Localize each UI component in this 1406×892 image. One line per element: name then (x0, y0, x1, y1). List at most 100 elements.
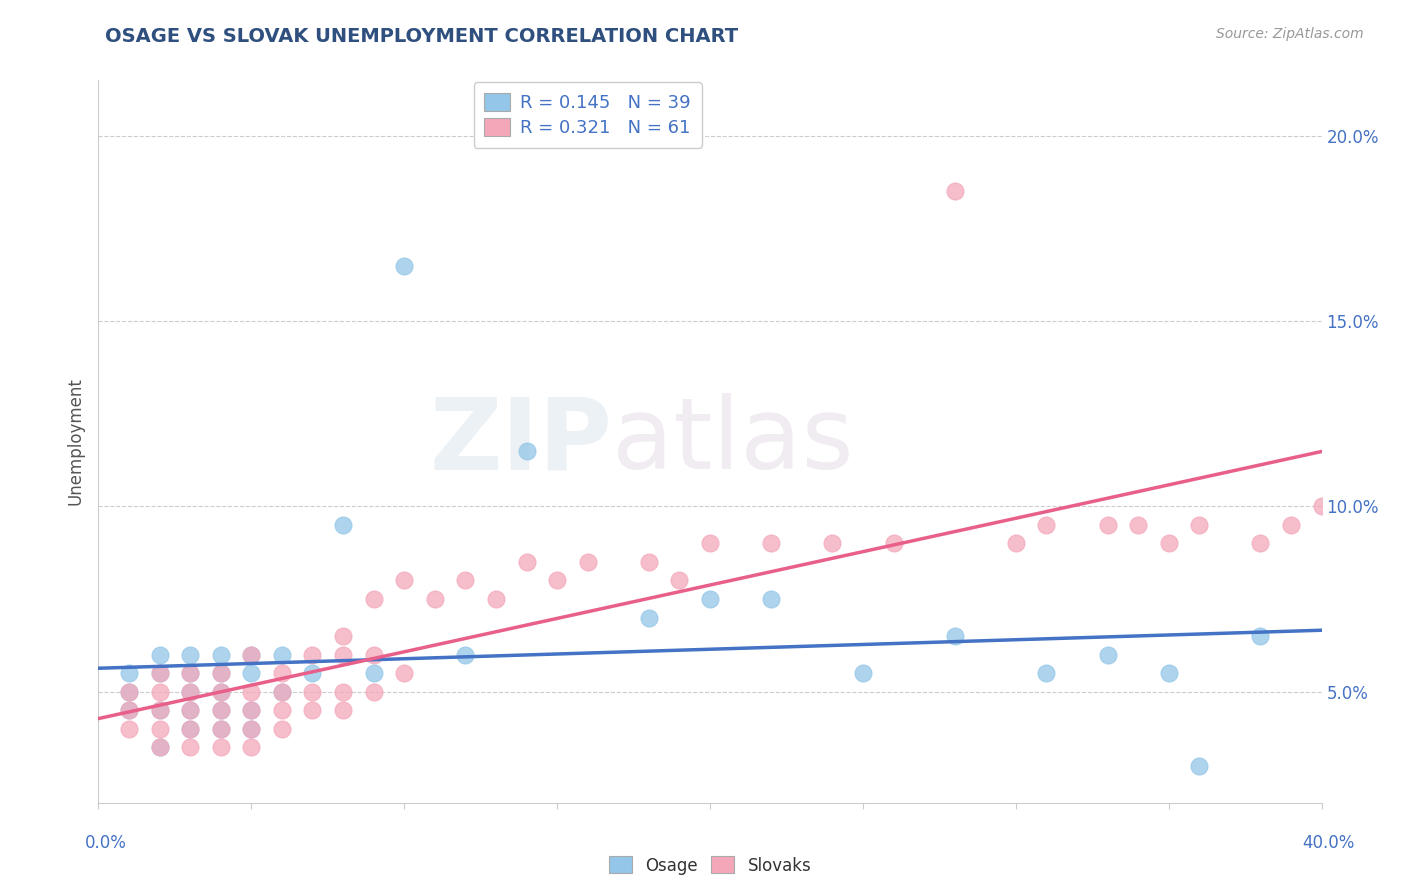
Point (1097, 517, 1119, 532)
Point (1097, 648, 1119, 662)
Text: OSAGE VS SLOVAK UNEMPLOYMENT CORRELATION CHART: OSAGE VS SLOVAK UNEMPLOYMENT CORRELATION… (105, 27, 738, 45)
Point (149, 740, 172, 755)
Point (392, 574, 416, 588)
Point (270, 703, 292, 717)
Text: 40.0%: 40.0% (1302, 834, 1355, 852)
Point (759, 592, 782, 607)
Point (209, 703, 232, 717)
Point (179, 703, 201, 717)
Point (1188, 517, 1211, 532)
Point (209, 684, 232, 698)
Point (423, 592, 446, 607)
Point (118, 722, 141, 736)
Point (240, 740, 263, 755)
Point (301, 666, 323, 681)
Point (209, 722, 232, 736)
Point (179, 722, 201, 736)
Y-axis label: Unemployment: Unemployment (66, 377, 84, 506)
Point (240, 722, 263, 736)
Point (149, 648, 172, 662)
Point (759, 536, 782, 550)
Point (699, 592, 721, 607)
Point (332, 648, 354, 662)
Point (179, 648, 201, 662)
Point (1004, 536, 1026, 550)
Point (516, 555, 538, 569)
Point (270, 666, 292, 681)
Point (1188, 758, 1211, 772)
Point (1157, 536, 1180, 550)
Point (118, 666, 141, 681)
Point (363, 648, 385, 662)
Point (179, 722, 201, 736)
Point (363, 666, 385, 681)
Point (821, 536, 844, 550)
Point (1249, 536, 1271, 550)
Point (1035, 666, 1057, 681)
Point (699, 536, 721, 550)
Point (209, 666, 232, 681)
Point (270, 648, 292, 662)
Point (516, 443, 538, 458)
Text: ZIP: ZIP (429, 393, 612, 490)
Point (209, 740, 232, 755)
Point (332, 703, 354, 717)
Point (1249, 629, 1271, 643)
Point (637, 555, 661, 569)
Point (179, 666, 201, 681)
Point (852, 666, 875, 681)
Point (149, 666, 172, 681)
Point (546, 574, 568, 588)
Point (149, 703, 172, 717)
Point (149, 666, 172, 681)
Point (1310, 500, 1333, 514)
Point (943, 185, 966, 199)
Point (118, 703, 141, 717)
Point (454, 574, 477, 588)
Point (240, 666, 263, 681)
Point (943, 629, 966, 643)
Point (637, 610, 661, 624)
Point (392, 666, 416, 681)
Text: 0.0%: 0.0% (84, 834, 127, 852)
Point (332, 629, 354, 643)
Point (149, 703, 172, 717)
Point (1157, 666, 1180, 681)
Point (454, 648, 477, 662)
Text: Source: ZipAtlas.com: Source: ZipAtlas.com (1216, 27, 1364, 41)
Point (240, 684, 263, 698)
Point (883, 536, 905, 550)
Point (149, 684, 172, 698)
Point (149, 722, 172, 736)
Point (301, 648, 323, 662)
Point (209, 684, 232, 698)
Point (179, 684, 201, 698)
Point (240, 722, 263, 736)
Point (270, 722, 292, 736)
Point (1279, 517, 1302, 532)
Point (179, 666, 201, 681)
Point (179, 740, 201, 755)
Point (332, 684, 354, 698)
Text: atlas: atlas (612, 393, 853, 490)
Point (363, 684, 385, 698)
Point (668, 574, 690, 588)
Legend: Osage, Slovaks: Osage, Slovaks (602, 850, 818, 881)
Point (240, 648, 263, 662)
Point (118, 684, 141, 698)
Point (301, 703, 323, 717)
Point (118, 703, 141, 717)
Point (1128, 517, 1150, 532)
Point (179, 684, 201, 698)
Point (270, 684, 292, 698)
Point (149, 740, 172, 755)
Point (118, 684, 141, 698)
Point (179, 703, 201, 717)
Point (240, 703, 263, 717)
Point (576, 555, 599, 569)
Point (209, 703, 232, 717)
Point (485, 592, 508, 607)
Point (240, 703, 263, 717)
Point (301, 684, 323, 698)
Point (1035, 517, 1057, 532)
